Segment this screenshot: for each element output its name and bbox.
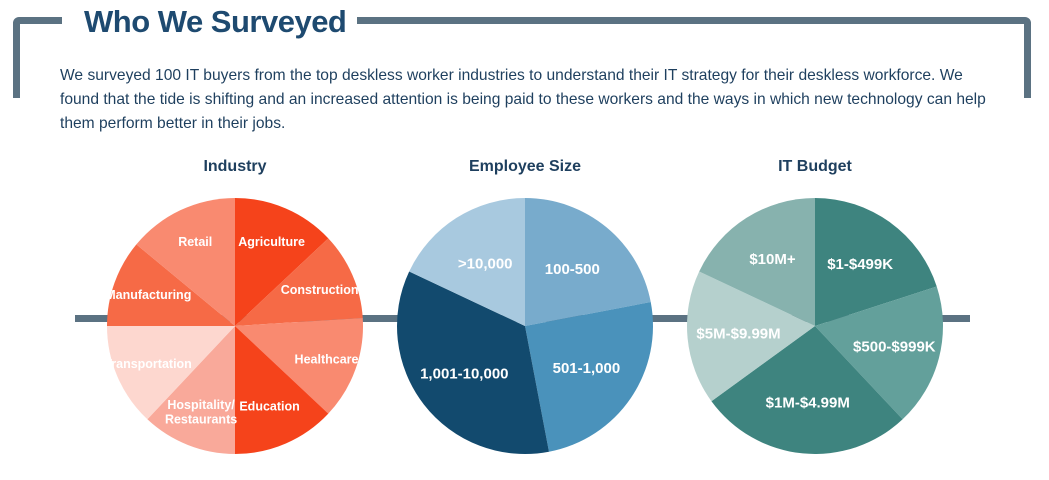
pie-label-education: Education (239, 399, 299, 413)
pie-label-construction: Construction (281, 283, 359, 297)
pie-slice-agriculture (235, 198, 329, 326)
pie-slice-construction (235, 238, 363, 326)
pie-label-transportation: Transportation (104, 357, 192, 371)
pie-label-10m: $10M+ (749, 251, 796, 268)
frame-gap-left (5, 98, 75, 330)
pie-slice-healthcare (235, 317, 363, 414)
frame-gap-title (62, 8, 357, 28)
pie-label-agriculture: Agriculture (238, 235, 305, 249)
pie-slice-501-1-000 (525, 302, 653, 452)
pie-label-500-999k: $500-$999K (853, 339, 936, 356)
it-budget-chart-title: IT Budget (778, 158, 852, 175)
pie-label-100-500: 100-500 (545, 261, 600, 278)
pie-slice-10m (699, 198, 815, 326)
industry-chart-title: Industry (203, 158, 267, 175)
pie-slice-500-999k (815, 286, 943, 420)
pie-slice-education (235, 326, 329, 454)
it-budget-pie-chart: $1-$499K $500-$999K $1M-$4.99M $5M-$9.99M $1… (687, 198, 943, 454)
pie-label-manufacturing: Manufacturing (105, 288, 191, 302)
frame-gap-right (970, 98, 1040, 330)
employee-size-chart-title: Employee Size (468, 158, 582, 175)
pie-slice-5m-9-99m (687, 271, 815, 402)
pie-label-retail: Retail (178, 235, 212, 249)
intro-paragraph: We surveyed 100 IT buyers from the top d… (60, 67, 986, 132)
pie-slice-1-499k (815, 198, 937, 326)
pie-slice-100-500 (525, 198, 651, 326)
industry-pie-chart: Agriculture Construction Healthcare Educati… (104, 198, 363, 454)
pie-label-5m-9-99m: $5M-$9.99M (696, 325, 780, 342)
pie-label-10-000: >10,000 (458, 256, 513, 273)
employee-size-pie-chart: 100-500 501-1,000 1,001-10,000 >10,000 (397, 198, 653, 454)
pie-label-1-001-10-000: 1,001-10,000 (420, 365, 508, 382)
page-title: Who We Surveyed (84, 4, 347, 39)
pie-slice-10-000 (409, 198, 525, 326)
pie-slice-retail (136, 198, 235, 326)
pie-label-501-1-000: 501-1,000 (553, 360, 621, 377)
pie-slice-manufacturing (107, 244, 235, 326)
pie-label-1m-4-99m: $1M-$4.99M (766, 395, 850, 412)
pie-label-hospitality-restaurants: Hospitality/Restaurants (165, 398, 237, 426)
pie-slice-1m-4-99m (711, 326, 903, 454)
pie-slice-transportation (107, 326, 235, 420)
pie-slice-hospitality-restaurants (147, 326, 235, 454)
pie-label-1-499k: $1-$499K (827, 256, 893, 273)
pie-label-healthcare: Healthcare (295, 352, 359, 366)
pie-slice-1-001-10-000 (397, 271, 549, 454)
